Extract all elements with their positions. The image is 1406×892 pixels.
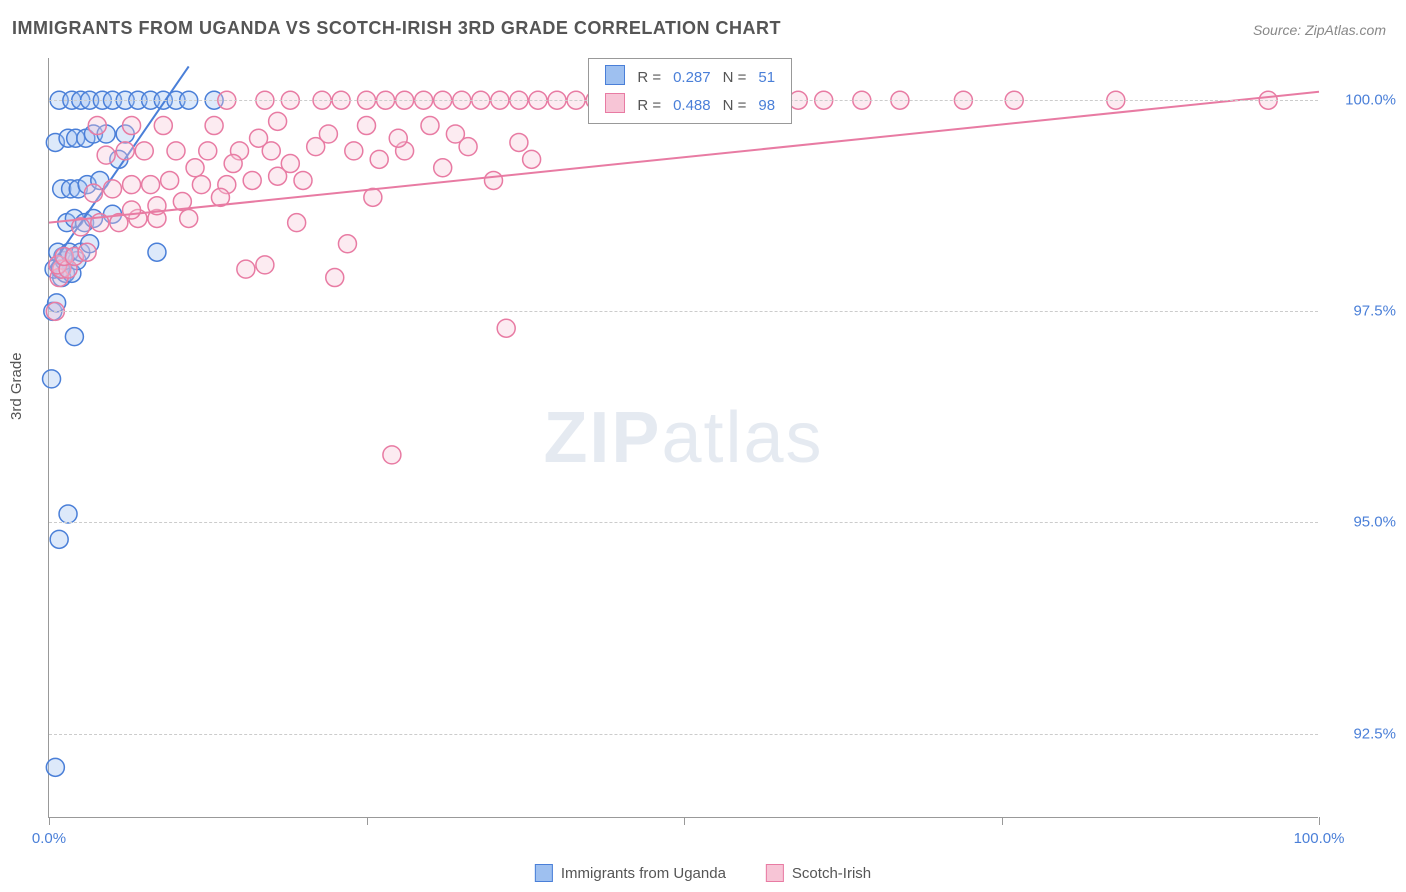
- data-point: [84, 184, 102, 202]
- data-point: [510, 133, 528, 151]
- data-point: [358, 117, 376, 135]
- source-label: Source: ZipAtlas.com: [1253, 22, 1386, 38]
- gridline: [49, 311, 1318, 312]
- y-tick-label: 92.5%: [1353, 725, 1396, 742]
- gridline: [49, 522, 1318, 523]
- data-point: [364, 188, 382, 206]
- data-point: [205, 117, 223, 135]
- x-tick-label: 0.0%: [32, 830, 66, 847]
- x-tick-mark: [684, 817, 685, 825]
- data-point: [180, 209, 198, 227]
- data-point: [250, 129, 268, 147]
- stats-legend-box: R =0.287N =51R =0.488N =98: [588, 58, 792, 124]
- data-point: [43, 370, 61, 388]
- data-point: [345, 142, 363, 160]
- stat-row: R =0.287N =51: [599, 63, 781, 91]
- data-point: [104, 180, 122, 198]
- stat-row: R =0.488N =98: [599, 91, 781, 119]
- x-tick-label: 100.0%: [1294, 830, 1345, 847]
- legend-label: Scotch-Irish: [792, 865, 871, 882]
- data-point: [78, 243, 96, 261]
- data-point: [523, 150, 541, 168]
- legend-swatch: [605, 93, 625, 113]
- data-point: [383, 446, 401, 464]
- data-point: [123, 176, 141, 194]
- data-point: [142, 176, 160, 194]
- data-point: [319, 125, 337, 143]
- y-tick-label: 95.0%: [1353, 514, 1396, 531]
- plot-area: 92.5%95.0%97.5%100.0% 0.0%100.0% R =0.28…: [48, 58, 1318, 818]
- data-point: [123, 117, 141, 135]
- data-point: [97, 146, 115, 164]
- data-point: [389, 129, 407, 147]
- chart-container: IMMIGRANTS FROM UGANDA VS SCOTCH-IRISH 3…: [0, 0, 1406, 892]
- data-point: [288, 214, 306, 232]
- data-point: [116, 142, 134, 160]
- data-point: [199, 142, 217, 160]
- data-point: [154, 117, 172, 135]
- data-point: [161, 171, 179, 189]
- data-point: [65, 328, 83, 346]
- y-tick-label: 100.0%: [1345, 92, 1396, 109]
- data-point: [485, 171, 503, 189]
- data-point: [186, 159, 204, 177]
- legend-swatch: [535, 864, 553, 882]
- data-point: [88, 117, 106, 135]
- data-point: [46, 758, 64, 776]
- legend-swatch: [605, 65, 625, 85]
- data-point: [148, 243, 166, 261]
- data-point: [59, 505, 77, 523]
- data-point: [281, 155, 299, 173]
- data-point: [135, 142, 153, 160]
- data-point: [338, 235, 356, 253]
- x-tick-mark: [1319, 817, 1320, 825]
- data-point: [224, 155, 242, 173]
- data-point: [370, 150, 388, 168]
- data-point: [123, 201, 141, 219]
- chart-title: IMMIGRANTS FROM UGANDA VS SCOTCH-IRISH 3…: [12, 18, 781, 39]
- x-tick-mark: [49, 817, 50, 825]
- data-point: [269, 112, 287, 130]
- legend-item: Immigrants from Uganda: [535, 864, 726, 882]
- data-point: [243, 171, 261, 189]
- y-tick-label: 97.5%: [1353, 303, 1396, 320]
- data-point: [446, 125, 464, 143]
- y-axis-label: 3rd Grade: [8, 352, 25, 420]
- gridline: [49, 734, 1318, 735]
- data-point: [192, 176, 210, 194]
- data-point: [50, 530, 68, 548]
- data-point: [497, 319, 515, 337]
- x-tick-mark: [1002, 817, 1003, 825]
- legend-item: Scotch-Irish: [766, 864, 871, 882]
- data-point: [326, 269, 344, 287]
- data-point: [256, 256, 274, 274]
- x-tick-mark: [367, 817, 368, 825]
- data-point: [434, 159, 452, 177]
- data-point: [237, 260, 255, 278]
- data-point: [167, 142, 185, 160]
- legend-swatch: [766, 864, 784, 882]
- data-point: [294, 171, 312, 189]
- data-point: [421, 117, 439, 135]
- legend-label: Immigrants from Uganda: [561, 865, 726, 882]
- legend-bottom: Immigrants from Uganda Scotch-Irish: [535, 864, 871, 882]
